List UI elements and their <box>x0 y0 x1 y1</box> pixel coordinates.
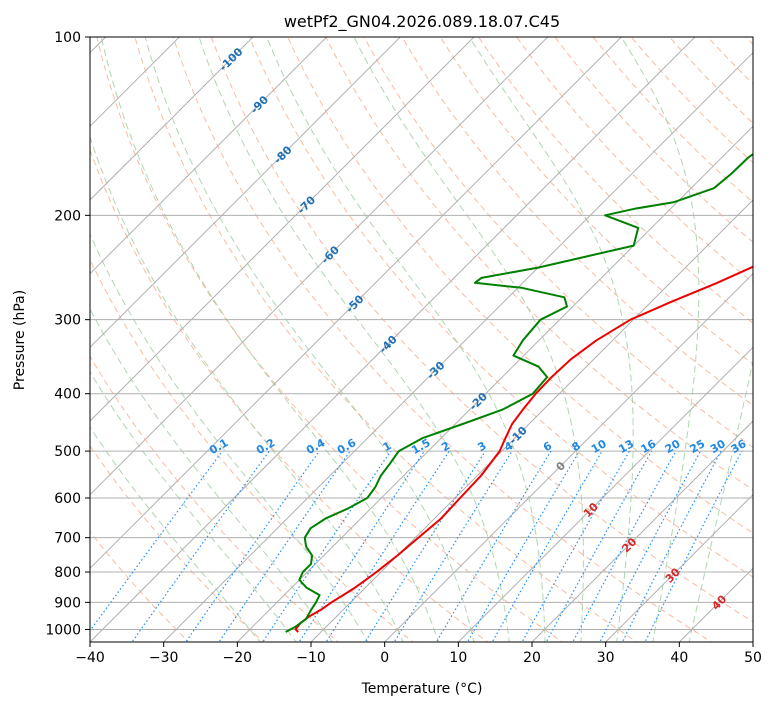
y-tick-label: 100 <box>54 30 81 46</box>
x-tick-label: 30 <box>597 650 615 666</box>
x-tick-label: −20 <box>223 650 253 666</box>
x-tick-label: 0 <box>380 650 389 666</box>
x-tick-label: −10 <box>296 650 326 666</box>
x-tick-label: 50 <box>744 650 762 666</box>
y-tick-label: 600 <box>54 491 81 507</box>
x-tick-label: −30 <box>149 650 179 666</box>
x-axis-label: Temperature (°C) <box>361 681 483 697</box>
y-tick-label: 1000 <box>45 622 81 638</box>
y-tick-label: 700 <box>54 531 81 547</box>
chart-title: wetPf2_GN04.2026.089.18.07.C45 <box>284 12 560 32</box>
y-tick-label: 500 <box>54 444 81 460</box>
x-tick-label: 10 <box>449 650 467 666</box>
y-tick-label: 900 <box>54 595 81 611</box>
y-tick-label: 400 <box>54 387 81 403</box>
x-tick-label: 40 <box>670 650 688 666</box>
y-tick-label: 300 <box>54 313 81 329</box>
x-tick-label: −40 <box>75 650 105 666</box>
y-tick-label: 800 <box>54 565 81 581</box>
x-tick-label: 20 <box>523 650 541 666</box>
y-axis-label: Pressure (hPa) <box>12 290 28 390</box>
y-tick-label: 200 <box>54 208 81 224</box>
